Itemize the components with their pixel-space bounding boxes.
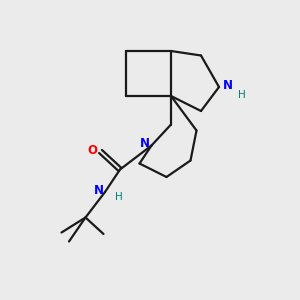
Text: O: O — [87, 143, 97, 157]
Text: N: N — [94, 184, 103, 197]
Text: N: N — [140, 136, 150, 150]
Text: H: H — [238, 90, 245, 100]
Text: H: H — [116, 192, 123, 203]
Text: N: N — [223, 79, 232, 92]
